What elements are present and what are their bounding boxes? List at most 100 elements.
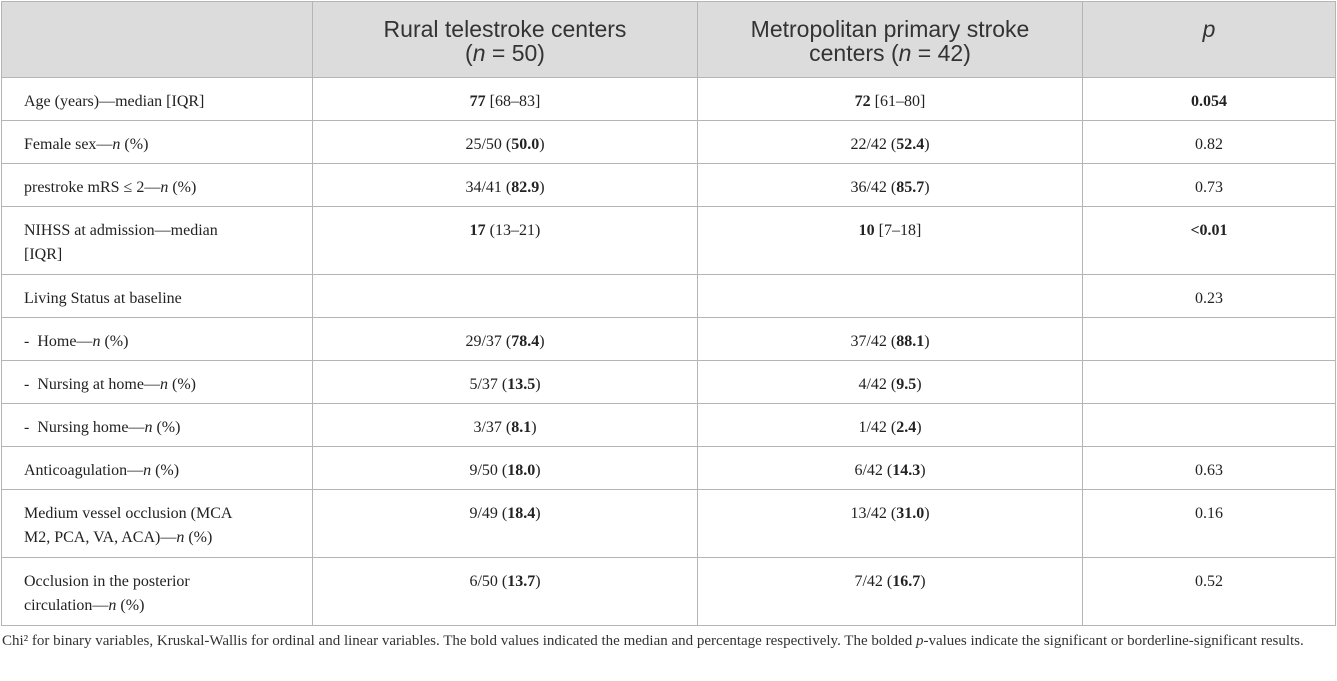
rural-value-count: 25/50 ( xyxy=(465,136,512,153)
metro-value: 72 [61–80] xyxy=(697,77,1083,121)
metro-value: 6/42 (14.3) xyxy=(697,446,1083,490)
rural-value-percent: 8.1 xyxy=(511,419,532,436)
row-label-suffix: (%) xyxy=(167,376,196,393)
rural-value-count: 29/37 ( xyxy=(465,333,512,350)
rural-value-count: 34/41 ( xyxy=(465,179,512,196)
rural-value-close: ) xyxy=(531,419,537,436)
rural-value-close: ) xyxy=(539,179,545,196)
p-value: 0.63 xyxy=(1082,446,1336,490)
row-label-n-var: n xyxy=(112,136,121,153)
header-p-label: p xyxy=(1202,16,1216,42)
rural-value-percent: 82.9 xyxy=(511,179,540,196)
rural-value-percent: 13.5 xyxy=(507,376,536,393)
p-value: <0.01 xyxy=(1082,206,1336,275)
metro-value-bold: 10 xyxy=(858,222,875,239)
row-label-suffix: (%) xyxy=(152,419,181,436)
table-row: Medium vessel occlusion (MCA M2, PCA, VA,… xyxy=(1,489,1336,558)
row-label: NIHSS at admission—median [IQR] xyxy=(1,206,313,275)
row-label-n-var: n xyxy=(160,179,169,196)
rural-value: 6/50 (13.7) xyxy=(312,557,698,626)
rural-value-close: ) xyxy=(535,573,541,590)
table-row: Anticoagulation—n (%) 9/50 (18.0) 6/42 (… xyxy=(1,446,1336,490)
rural-value-bold: 17 xyxy=(469,222,486,239)
table-row: Occlusion in the posterior circulation—n … xyxy=(1,557,1336,626)
metro-value: 22/42 (52.4) xyxy=(697,120,1083,164)
header-rural-telestroke-centers: Rural telestroke centers (n = 50) xyxy=(312,1,698,78)
row-label-text: - Nursing at home— xyxy=(24,376,160,393)
rural-value xyxy=(312,274,698,318)
row-label-text: Age (years)—median [IQR] xyxy=(24,93,205,110)
metro-value: 37/42 (88.1) xyxy=(697,317,1083,361)
metro-value-count: 13/42 ( xyxy=(850,505,897,522)
metro-value-close: ) xyxy=(920,462,926,479)
header-metro-n-value: = 42) xyxy=(911,40,971,66)
metro-value-percent: 16.7 xyxy=(892,573,921,590)
row-label: - Nursing at home—n (%) xyxy=(1,360,313,404)
metro-value-percent: 88.1 xyxy=(896,333,925,350)
row-label-text: - Home— xyxy=(24,333,93,350)
footnote-text: Chi² for binary variables, Kruskal-Walli… xyxy=(2,633,916,649)
row-label-n-var: n xyxy=(176,529,185,546)
row-label-text: - Nursing home— xyxy=(24,419,145,436)
rural-value-close: ) xyxy=(539,136,545,153)
metro-value-close: ) xyxy=(924,505,930,522)
table-header-row: Rural telestroke centers (n = 50) Metrop… xyxy=(1,1,1336,78)
rural-value: 9/50 (18.0) xyxy=(312,446,698,490)
metro-value-percent: 9.5 xyxy=(896,376,917,393)
header-rural-n-var: n xyxy=(472,40,486,66)
metro-value-close: ) xyxy=(920,573,926,590)
baseline-characteristics-table: Rural telestroke centers (n = 50) Metrop… xyxy=(1,1,1336,626)
rural-value: 77 [68–83] xyxy=(312,77,698,121)
rural-value-count: 3/37 ( xyxy=(473,419,512,436)
metro-value-close: ) xyxy=(924,179,930,196)
rural-value-percent: 18.0 xyxy=(507,462,536,479)
row-label-line2: M2, PCA, VA, ACA)— xyxy=(24,529,177,546)
rural-value-rest: [68–83] xyxy=(485,93,541,110)
metro-value-percent: 14.3 xyxy=(892,462,921,479)
table-row: Female sex—n (%) 25/50 (50.0) 22/42 (52.… xyxy=(1,120,1336,164)
header-rural-n-open: ( xyxy=(465,40,473,66)
row-label: Anticoagulation—n (%) xyxy=(1,446,313,490)
row-label-line2: circulation— xyxy=(24,597,109,614)
metro-value: 7/42 (16.7) xyxy=(697,557,1083,626)
row-label-text: Living Status at baseline xyxy=(24,290,182,307)
rural-value: 17 (13–21) xyxy=(312,206,698,275)
p-value: 0.52 xyxy=(1082,557,1336,626)
metro-value xyxy=(697,274,1083,318)
metro-value-percent: 31.0 xyxy=(896,505,925,522)
rural-value-count: 6/50 ( xyxy=(469,573,508,590)
row-label-n-var: n xyxy=(144,419,153,436)
row-label-n-var: n xyxy=(108,597,117,614)
rural-value: 25/50 (50.0) xyxy=(312,120,698,164)
row-label: prestroke mRS ≤ 2—n (%) xyxy=(1,163,313,207)
table-wrapper: Rural telestroke centers (n = 50) Metrop… xyxy=(1,1,1336,649)
metro-value: 4/42 (9.5) xyxy=(697,360,1083,404)
rural-value-count: 5/37 ( xyxy=(469,376,508,393)
row-label-suffix: (%) xyxy=(184,529,213,546)
metro-value-percent: 52.4 xyxy=(896,136,925,153)
table-row: - Nursing home—n (%) 3/37 (8.1) 1/42 (2.… xyxy=(1,403,1336,447)
table-row: NIHSS at admission—median [IQR] 17 (13–21… xyxy=(1,206,1336,275)
header-metro-title-line1: Metropolitan primary stroke xyxy=(750,16,1030,42)
row-label: Occlusion in the posterior circulation—n … xyxy=(1,557,313,626)
table-row: Living Status at baseline 0.23 xyxy=(1,274,1336,318)
rural-value: 29/37 (78.4) xyxy=(312,317,698,361)
row-label-suffix: (%) xyxy=(116,597,145,614)
rural-value-percent: 50.0 xyxy=(511,136,540,153)
metro-value-rest: [7–18] xyxy=(874,222,922,239)
row-label: - Home—n (%) xyxy=(1,317,313,361)
footnote-p-var: p xyxy=(915,633,924,649)
header-rural-title: Rural telestroke centers xyxy=(383,16,627,42)
metro-value-close: ) xyxy=(916,419,922,436)
p-value xyxy=(1082,317,1336,361)
rural-value-close: ) xyxy=(535,462,541,479)
row-label-n-var: n xyxy=(159,376,168,393)
rural-value-percent: 13.7 xyxy=(507,573,536,590)
row-label-text: prestroke mRS ≤ 2— xyxy=(24,179,161,196)
p-value: 0.82 xyxy=(1082,120,1336,164)
p-value: 0.054 xyxy=(1082,77,1336,121)
p-value-text: <0.01 xyxy=(1190,222,1228,239)
rural-value-bold: 77 xyxy=(469,93,486,110)
row-label-line2: [IQR] xyxy=(24,246,63,263)
p-value: 0.23 xyxy=(1082,274,1336,318)
